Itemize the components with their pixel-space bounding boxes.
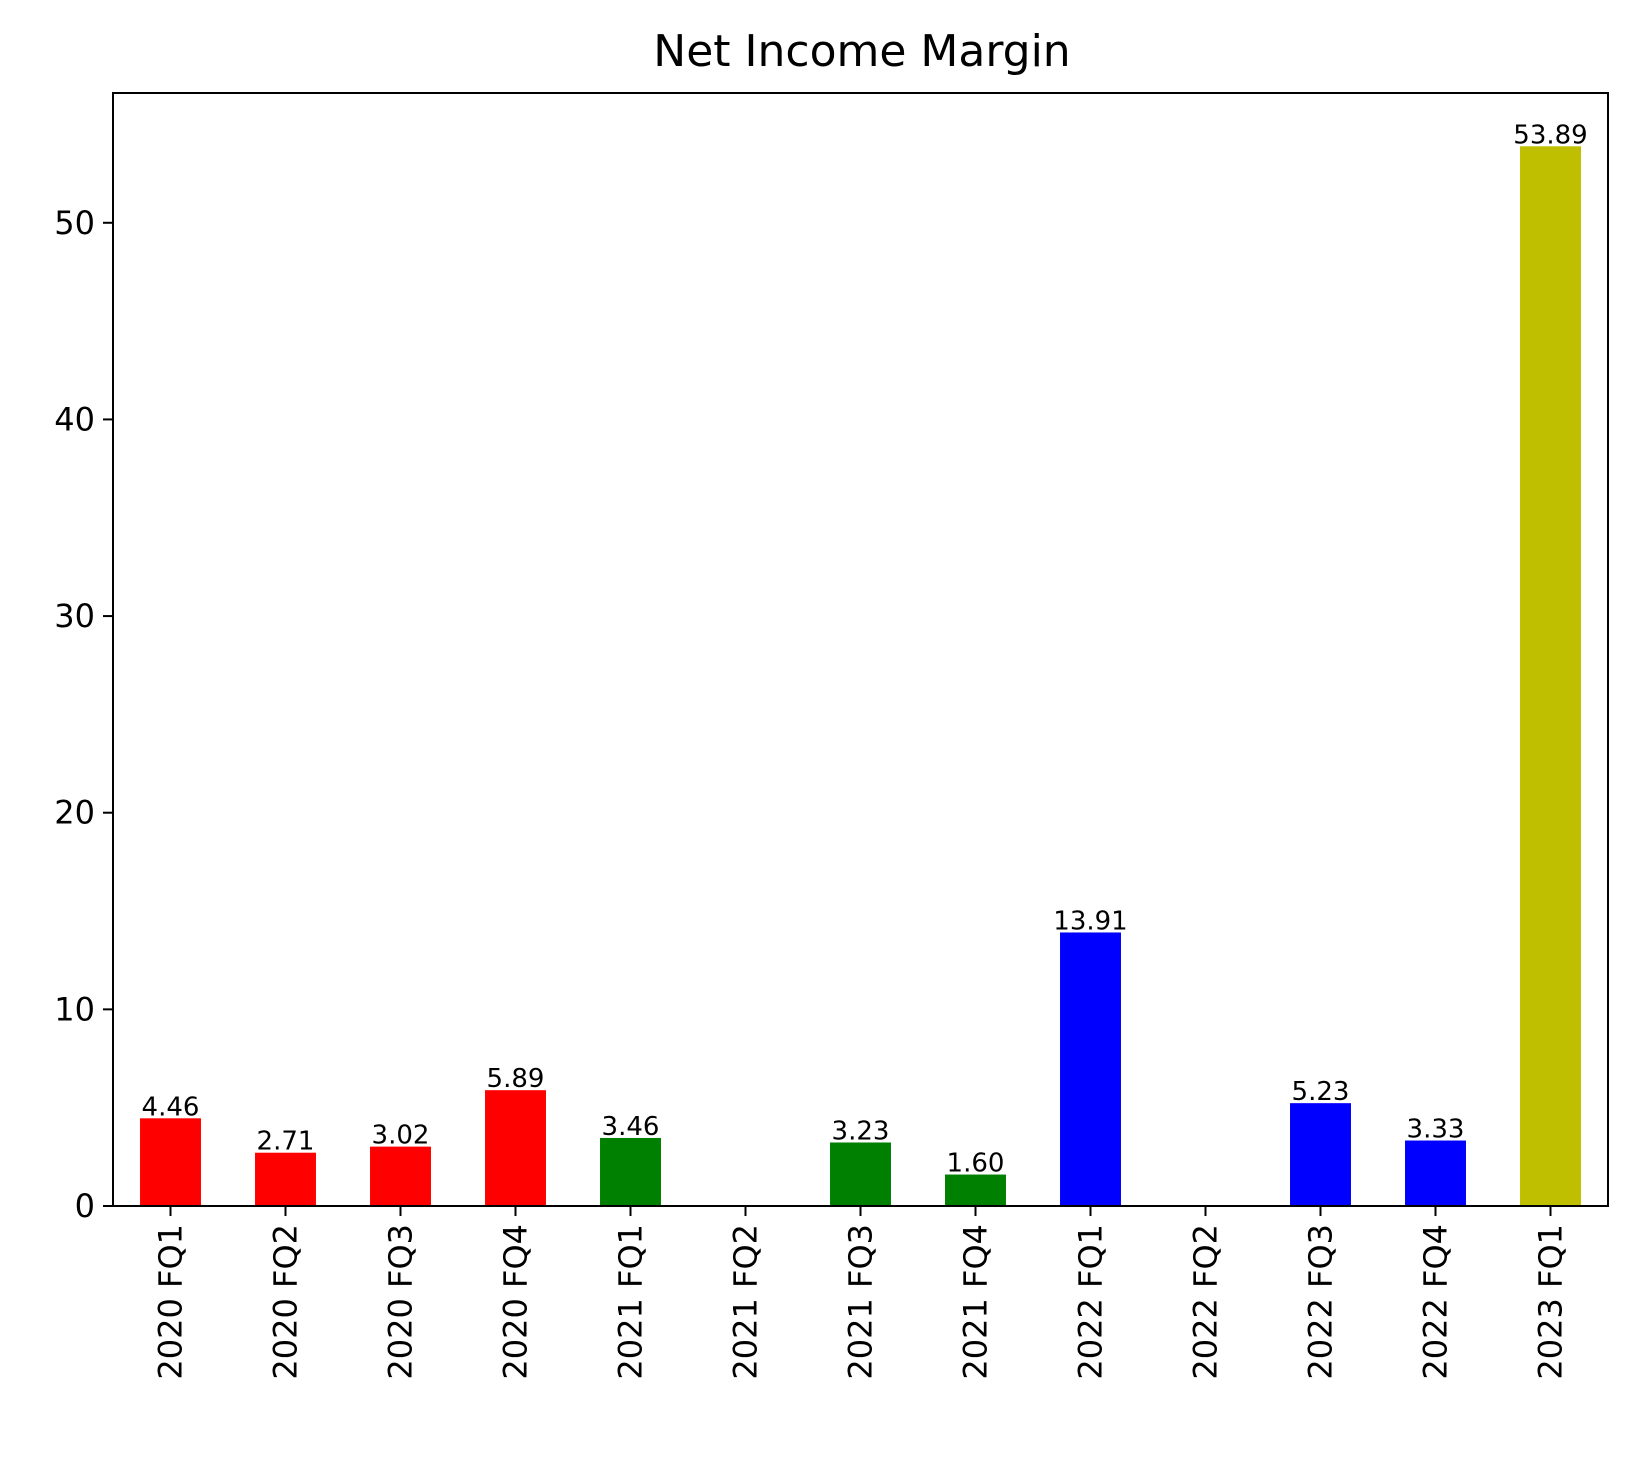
bar <box>600 1137 661 1206</box>
bar <box>255 1152 316 1206</box>
x-tick-label: 2021 FQ1 <box>612 1224 650 1380</box>
data-label: 3.02 <box>372 1121 430 1151</box>
x-tick-label: 2020 FQ2 <box>267 1224 305 1380</box>
y-tick-label: 30 <box>54 597 95 635</box>
bar <box>1060 932 1121 1206</box>
data-label: 3.46 <box>602 1112 660 1142</box>
x-tick-label: 2021 FQ2 <box>727 1224 765 1380</box>
x-tick-label: 2022 FQ1 <box>1072 1224 1110 1380</box>
x-axis: 2020 FQ1 2020 FQ2 2020 FQ3 2020 FQ4 2021 FQ1… <box>152 1206 1570 1380</box>
data-labels-group: 4.46 2.71 3.02 5.89 3.46 3.23 1.60 13.91 5.23 3.3… <box>142 120 1588 1178</box>
y-tick-label: 50 <box>54 204 95 242</box>
x-tick-label: 2021 FQ3 <box>842 1224 880 1380</box>
chart-title: Net Income Margin <box>653 26 1070 77</box>
plot-frame <box>112 92 1609 1207</box>
x-tick-label: 2020 FQ4 <box>497 1224 535 1380</box>
x-tick-label: 2022 FQ2 <box>1187 1224 1225 1380</box>
data-label: 13.91 <box>1053 906 1127 936</box>
bar <box>830 1142 891 1206</box>
bar <box>1520 146 1581 1206</box>
bar <box>140 1118 201 1206</box>
bar <box>370 1146 431 1206</box>
y-tick-label: 10 <box>54 990 95 1028</box>
x-tick-label: 2020 FQ1 <box>152 1224 190 1380</box>
data-label: 5.23 <box>1292 1077 1350 1107</box>
data-label: 5.89 <box>487 1064 545 1094</box>
x-tick-label: 2023 FQ1 <box>1532 1224 1570 1380</box>
bar <box>945 1174 1006 1206</box>
x-tick-label: 2022 FQ3 <box>1302 1224 1340 1380</box>
bar <box>1405 1140 1466 1206</box>
data-label: 1.60 <box>947 1149 1005 1179</box>
data-label: 3.23 <box>832 1116 890 1146</box>
y-axis: 0 10 20 30 40 50 <box>54 204 113 1225</box>
bar <box>485 1090 546 1206</box>
y-tick-label: 20 <box>54 794 95 832</box>
y-tick-label: 40 <box>54 400 95 438</box>
data-label: 4.46 <box>142 1092 200 1122</box>
data-label: 53.89 <box>1513 120 1587 150</box>
x-tick-label: 2022 FQ4 <box>1417 1224 1455 1380</box>
x-tick-label: 2021 FQ4 <box>957 1224 995 1380</box>
data-label: 3.33 <box>1407 1115 1465 1145</box>
bars-group <box>140 146 1581 1206</box>
bar <box>1290 1103 1351 1206</box>
data-label: 2.71 <box>257 1127 315 1157</box>
x-tick-label: 2020 FQ3 <box>382 1224 420 1380</box>
y-tick-label: 0 <box>75 1187 95 1225</box>
